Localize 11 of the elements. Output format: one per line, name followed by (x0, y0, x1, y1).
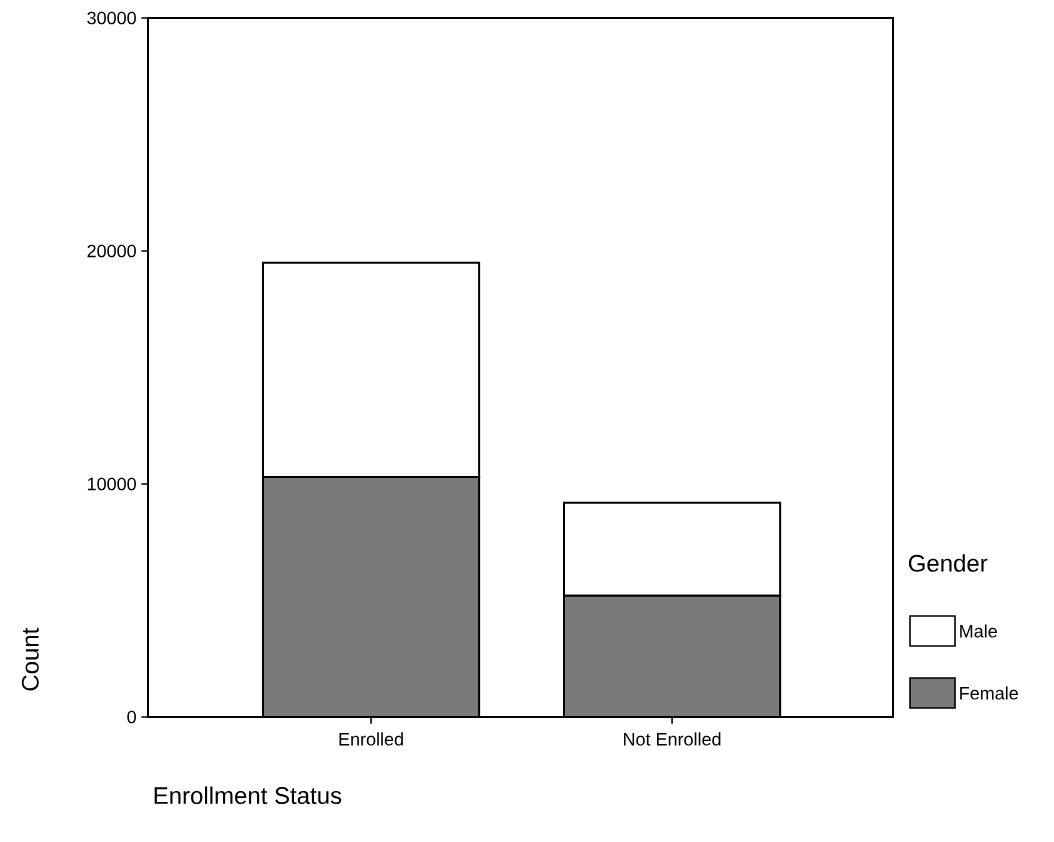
x-axis-title: Enrollment Status (154, 786, 342, 805)
x-tick-label: Enrolled (339, 732, 403, 746)
legend-title: Gender (908, 554, 988, 572)
x-tick-label: Not Enrolled (624, 732, 721, 746)
y-axis-title: Count (21, 627, 39, 691)
legend-label: Male (960, 624, 997, 638)
y-tick-label: 10000 (87, 477, 136, 491)
y-tick-label: 30000 (87, 11, 136, 25)
y-tick-label: 0 (127, 710, 136, 724)
legend-label: Female (960, 686, 1018, 700)
y-tick-label: 20000 (87, 244, 136, 258)
